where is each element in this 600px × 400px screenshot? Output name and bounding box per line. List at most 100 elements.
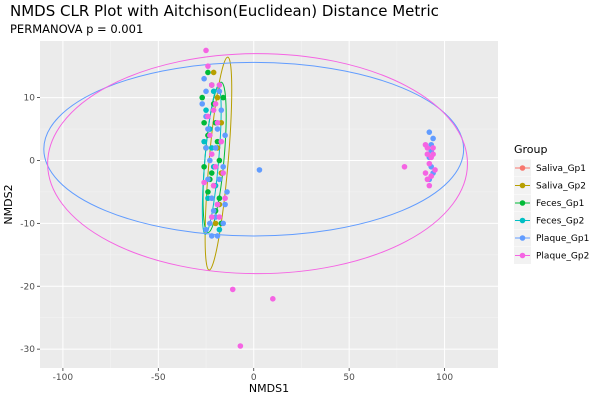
x-tick-label: 0 xyxy=(251,373,257,383)
legend-label: Saliva_Gp1 xyxy=(536,164,586,174)
chart-subtitle: PERMANOVA p = 0.001 xyxy=(10,22,144,36)
legend-key-point xyxy=(519,235,526,241)
point-plaque-gp2 xyxy=(424,176,431,183)
point-saliva-gp2 xyxy=(210,69,217,76)
legend-item-saliva-gp2: Saliva_Gp2 xyxy=(514,177,586,194)
point-plaque-gp2 xyxy=(426,182,433,189)
data-points xyxy=(199,47,438,349)
legend-label: Feces_Gp2 xyxy=(536,217,584,227)
point-saliva-gp2 xyxy=(214,94,221,101)
point-plaque-gp2 xyxy=(422,170,429,176)
x-axis-title: NMDS1 xyxy=(249,382,289,395)
point-plaque-gp2 xyxy=(237,343,244,349)
point-plaque-gp2 xyxy=(208,151,215,157)
point-plaque-gp1 xyxy=(220,163,226,170)
x-tick-label: 100 xyxy=(436,373,453,383)
point-plaque-gp2 xyxy=(220,170,226,176)
point-plaque-gp2 xyxy=(218,138,225,145)
legend-key-point xyxy=(519,165,526,171)
point-plaque-gp1 xyxy=(216,176,223,183)
point-feces-gp1 xyxy=(216,195,223,202)
point-plaque-gp1 xyxy=(222,201,228,208)
point-feces-gp1 xyxy=(220,94,226,101)
point-plaque-gp1 xyxy=(203,145,209,151)
point-plaque-gp1 xyxy=(212,145,219,151)
ellipse-plaque-gp1 xyxy=(43,61,465,237)
point-plaque-gp1 xyxy=(256,167,263,173)
point-plaque-gp2 xyxy=(216,82,223,88)
legend-key-point xyxy=(519,217,526,224)
legend-item-plaque-gp1: Plaque_Gp1 xyxy=(514,229,589,247)
point-plaque-gp1 xyxy=(199,101,206,107)
point-plaque-gp1 xyxy=(207,220,213,227)
point-plaque-gp1 xyxy=(210,207,217,214)
minor-gridlines xyxy=(40,41,498,368)
legend-item-plaque-gp2: Plaque_Gp2 xyxy=(514,247,589,264)
point-feces-gp1 xyxy=(199,94,206,101)
point-plaque-gp1 xyxy=(222,132,228,139)
point-plaque-gp2 xyxy=(210,182,217,189)
point-plaque-gp2 xyxy=(430,151,436,157)
legend-items: Saliva_Gp1 Saliva_Gp2 Feces_Gp1 Feces_Gp2 Pl… xyxy=(514,159,589,264)
y-tick-label: -30 xyxy=(20,345,35,355)
point-plaque-gp2 xyxy=(205,113,211,120)
y-tick-label: 0 xyxy=(29,156,35,166)
major-gridlines xyxy=(40,41,498,368)
point-plaque-gp2 xyxy=(214,201,221,208)
point-plaque-gp1 xyxy=(203,226,209,233)
point-plaque-gp2 xyxy=(210,107,217,113)
y-tick-label: -20 xyxy=(20,282,35,292)
point-plaque-gp2 xyxy=(205,63,211,69)
point-plaque-gp2 xyxy=(222,195,228,202)
legend-label: Plaque_Gp2 xyxy=(536,252,589,262)
legend-key-point xyxy=(519,200,526,206)
point-plaque-gp1 xyxy=(224,189,230,195)
point-plaque-gp1 xyxy=(205,176,211,183)
x-axis-ticks: -100 -50 0 50 100 xyxy=(53,368,453,383)
point-plaque-gp2 xyxy=(207,132,213,139)
point-plaque-gp1 xyxy=(214,126,221,132)
point-plaque-gp1 xyxy=(426,129,433,135)
legend-item-feces-gp2: Feces_Gp2 xyxy=(514,212,584,229)
point-feces-gp2 xyxy=(210,88,217,95)
legend-key-point xyxy=(519,182,526,189)
y-axis-title: NMDS2 xyxy=(2,184,15,224)
point-feces-gp1 xyxy=(208,170,215,176)
point-plaque-gp2 xyxy=(214,119,221,126)
point-feces-gp2 xyxy=(201,138,207,145)
legend-item-feces-gp1: Feces_Gp1 xyxy=(514,194,584,212)
point-plaque-gp1 xyxy=(218,107,225,113)
legend-label: Plaque_Gp1 xyxy=(536,234,589,244)
legend: Group Saliva_Gp1 Saliva_Gp2 Feces_Gp1 Feces… xyxy=(514,143,589,264)
point-plaque-gp2 xyxy=(426,160,433,167)
point-plaque-gp1 xyxy=(430,135,436,142)
point-plaque-gp2 xyxy=(203,47,209,54)
point-plaque-gp2 xyxy=(212,163,219,170)
point-plaque-gp2 xyxy=(432,167,438,173)
point-plaque-gp1 xyxy=(203,88,209,95)
legend-label: Saliva_Gp2 xyxy=(536,182,586,192)
legend-title: Group xyxy=(514,143,548,156)
plot-panel xyxy=(40,41,498,368)
point-plaque-gp2 xyxy=(424,145,431,151)
point-plaque-gp1 xyxy=(214,233,221,239)
x-tick-label: -100 xyxy=(53,373,74,383)
point-plaque-gp2 xyxy=(270,296,276,302)
point-saliva-gp2 xyxy=(212,220,219,227)
chart-title: NMDS CLR Plot with Aitchison(Euclidean) … xyxy=(10,2,439,20)
point-plaque-gp1 xyxy=(207,157,213,164)
x-tick-label: -50 xyxy=(151,373,166,383)
point-plaque-gp1 xyxy=(205,126,211,132)
point-plaque-gp2 xyxy=(201,179,207,186)
point-plaque-gp1 xyxy=(220,220,226,227)
y-tick-label: 10 xyxy=(24,94,36,104)
point-feces-gp1 xyxy=(205,189,211,195)
y-tick-label: -10 xyxy=(20,219,35,229)
point-feces-gp1 xyxy=(216,157,223,164)
point-plaque-gp2 xyxy=(424,151,431,157)
point-feces-gp1 xyxy=(201,163,207,170)
point-feces-gp2 xyxy=(216,226,223,233)
point-plaque-gp1 xyxy=(201,75,207,82)
point-plaque-gp2 xyxy=(430,145,436,151)
